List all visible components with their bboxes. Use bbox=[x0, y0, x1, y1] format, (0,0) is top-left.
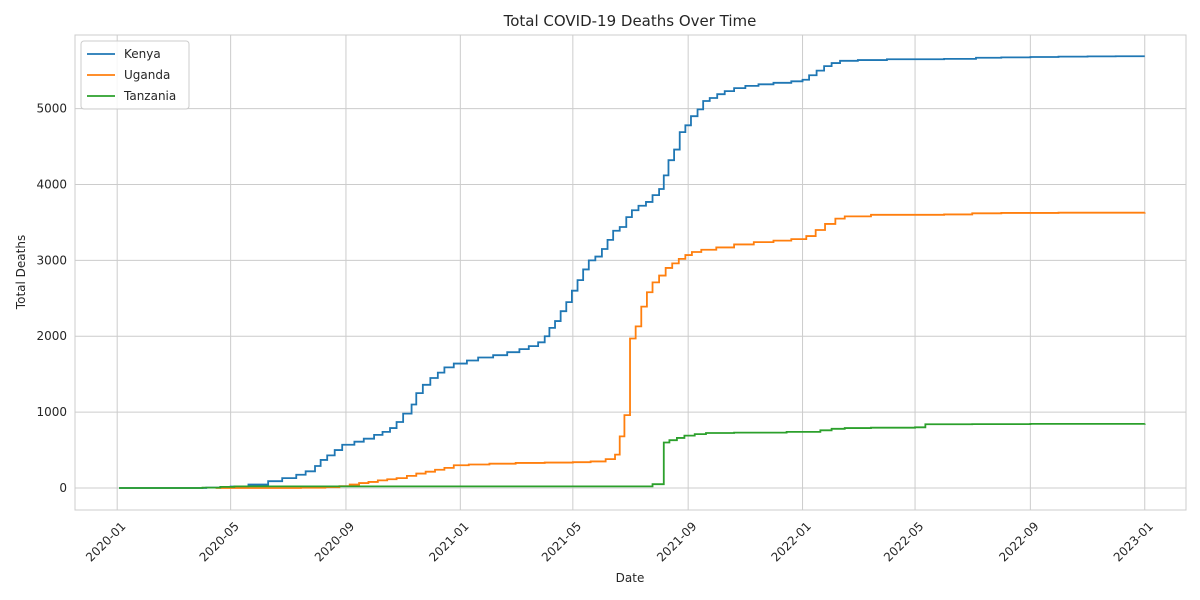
legend-label-kenya: Kenya bbox=[124, 47, 161, 61]
x-tick-label: 2020-09 bbox=[312, 519, 357, 564]
x-tick-label: 2020-01 bbox=[83, 519, 128, 564]
x-tick-label: 2021-01 bbox=[426, 519, 471, 564]
x-tick-label: 2022-09 bbox=[996, 519, 1041, 564]
x-tick-label: 2022-05 bbox=[881, 519, 926, 564]
x-tick-label: 2021-05 bbox=[539, 519, 584, 564]
series-layer bbox=[119, 55, 1146, 489]
x-tick-label: 2020-05 bbox=[197, 519, 242, 564]
legend-box bbox=[80, 40, 190, 110]
y-tick-label: 3000 bbox=[36, 253, 67, 267]
x-tick-label: 2022-01 bbox=[769, 519, 814, 564]
legend: Kenya Uganda Tanzania bbox=[80, 40, 190, 110]
y-axis-label: Total Deaths bbox=[14, 235, 28, 310]
legend-label-tanzania: Tanzania bbox=[123, 89, 176, 103]
plot-background bbox=[75, 35, 1186, 510]
plot-frame bbox=[74, 34, 1187, 511]
series-line-kenya bbox=[119, 55, 1145, 489]
x-axis-label: Date bbox=[616, 571, 645, 585]
y-tick-label: 0 bbox=[59, 481, 67, 495]
x-tick-label: 2023-01 bbox=[1111, 519, 1156, 564]
legend-label-uganda: Uganda bbox=[124, 68, 170, 82]
x-tick-labels: 2020-01 2020-05 2020-09 2021-01 2021-05 2021-… bbox=[83, 519, 1156, 564]
series-line-tanzania bbox=[119, 422, 1146, 489]
y-tick-label: 4000 bbox=[36, 177, 67, 191]
y-tick-label: 5000 bbox=[36, 102, 67, 116]
y-tick-label: 2000 bbox=[36, 329, 67, 343]
x-tick-label: 2021-09 bbox=[654, 519, 699, 564]
series-line-uganda bbox=[215, 211, 1146, 489]
y-tick-labels: 0 1000 2000 3000 4000 5000 bbox=[36, 102, 67, 495]
chart-title: Total COVID-19 Deaths Over Time bbox=[503, 12, 757, 30]
y-tick-label: 1000 bbox=[36, 405, 67, 419]
